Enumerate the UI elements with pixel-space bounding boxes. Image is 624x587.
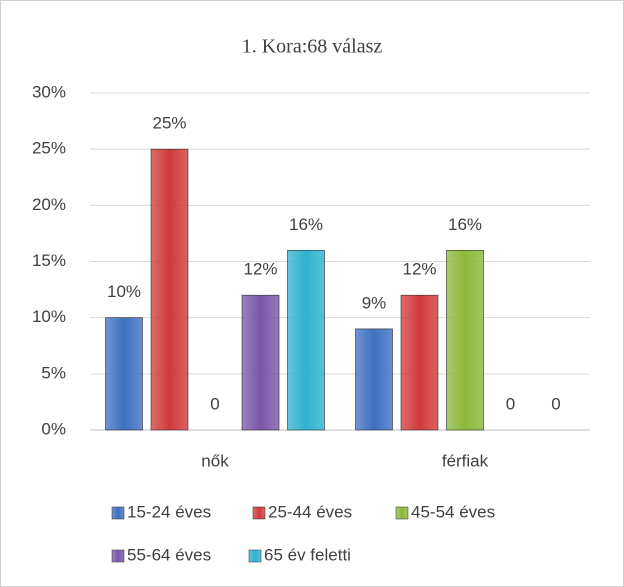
legend-swatch	[111, 506, 125, 520]
bar	[446, 249, 484, 431]
value-label: 0	[506, 394, 515, 413]
value-label: 10%	[107, 282, 141, 301]
value-label: 0	[210, 394, 219, 413]
value-label: 12%	[243, 260, 277, 279]
y-tick-label: 5%	[41, 363, 66, 382]
bar	[400, 294, 439, 431]
legend-label: 55-64 éves	[127, 545, 211, 564]
value-label: 9%	[362, 293, 387, 312]
bar	[105, 317, 143, 431]
legend-swatch	[111, 549, 125, 563]
value-label: 16%	[448, 215, 482, 234]
legend-label: 65 év feletti	[264, 545, 351, 564]
bar	[150, 148, 189, 431]
chart-title: 1. Kora:68 válasz	[242, 36, 383, 58]
legend-swatch	[252, 506, 266, 520]
y-tick-label: 20%	[32, 195, 66, 214]
y-tick-label: 10%	[32, 307, 66, 326]
bar	[241, 294, 280, 431]
legend-swatch	[395, 506, 409, 520]
legend-label: 45-54 éves	[411, 502, 495, 521]
x-tick-label: nők	[201, 451, 229, 470]
value-label: 12%	[402, 260, 436, 279]
legend-label: 25-44 éves	[268, 502, 352, 521]
x-tick-label: férfiak	[442, 451, 489, 470]
bar	[287, 249, 325, 431]
legend-swatch	[248, 549, 262, 563]
y-tick-label: 0%	[41, 419, 66, 438]
value-label: 0	[551, 394, 560, 413]
legend-label: 15-24 éves	[127, 502, 211, 521]
y-tick-label: 30%	[32, 82, 66, 101]
bar	[355, 328, 393, 431]
y-tick-label: 15%	[32, 251, 66, 270]
value-label: 25%	[152, 114, 186, 133]
y-tick-label: 25%	[32, 139, 66, 158]
value-label: 16%	[289, 215, 323, 234]
